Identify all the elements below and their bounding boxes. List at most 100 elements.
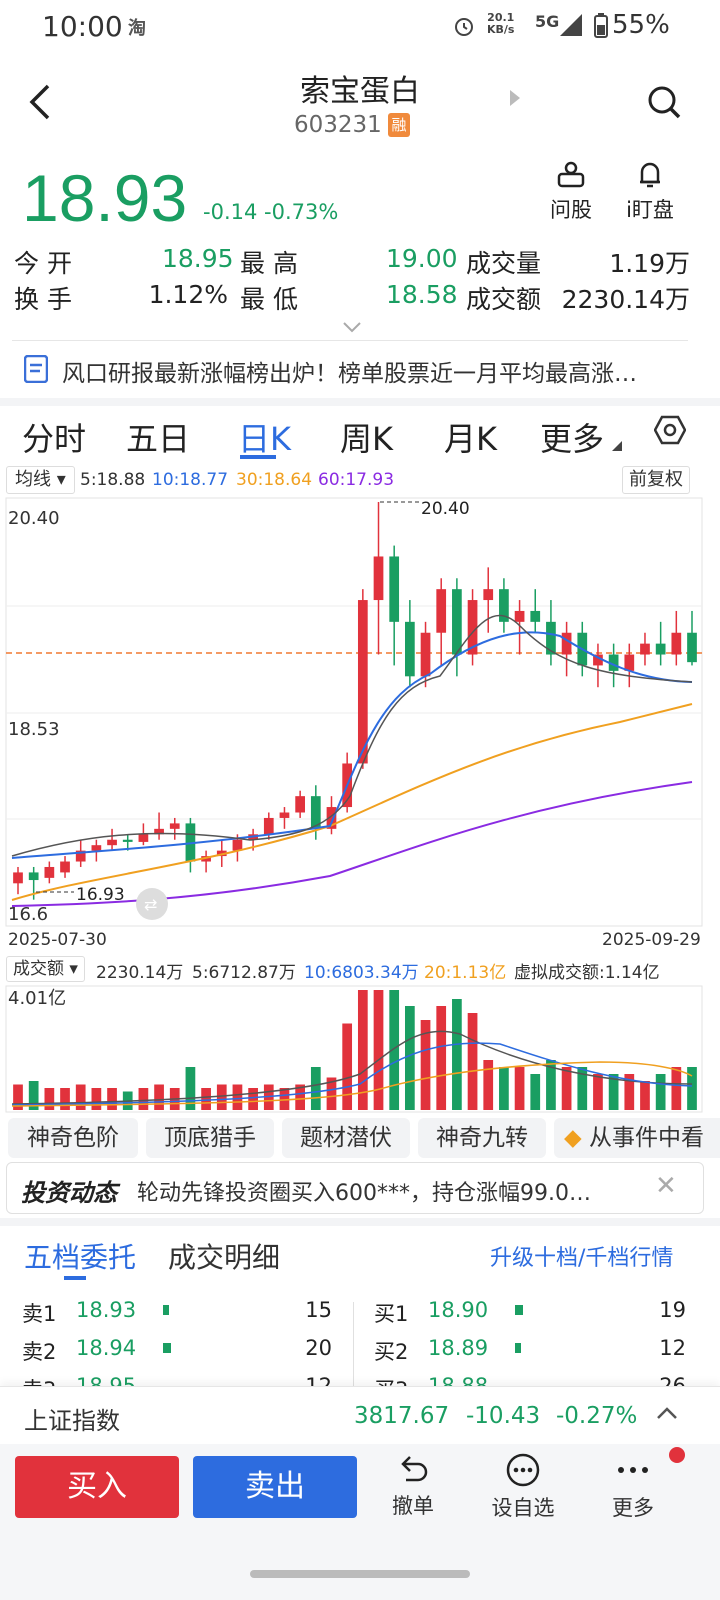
- axis-mid-label: 18.53: [8, 719, 60, 740]
- buy2-price: 18.89: [428, 1336, 489, 1360]
- candle-body: [310, 796, 321, 829]
- stock-name: 索宝蛋白: [300, 74, 420, 109]
- volume-bar: [13, 1084, 23, 1110]
- sell-button[interactable]: 卖出: [193, 1456, 357, 1518]
- volume-bars: [13, 990, 697, 1110]
- expand-chevron-icon[interactable]: [342, 318, 362, 337]
- next-stock-icon[interactable]: [510, 90, 520, 110]
- price-change: -0.14 -0.73%: [203, 200, 338, 224]
- orderbook-divider: [353, 1302, 354, 1386]
- candle-body: [373, 556, 384, 601]
- buy2-label: 买2: [374, 1340, 409, 1364]
- adjust-selector[interactable]: 前复权: [622, 466, 690, 494]
- volume-value: 1.19万: [609, 249, 690, 278]
- divider: [12, 340, 688, 341]
- tab-monthly[interactable]: 月K: [444, 420, 497, 458]
- volume-selector[interactable]: 成交额 ▾: [6, 956, 85, 982]
- volume-frame: [5, 985, 703, 1113]
- candle-body: [405, 621, 415, 677]
- volume-virtual: 虚拟成交额:1.14亿: [514, 963, 660, 983]
- volume-bar: [216, 1084, 227, 1110]
- ask-stock-button[interactable]: 问股: [548, 160, 594, 224]
- turnover-label: 换 手: [14, 285, 72, 314]
- buy1-price: 18.90: [428, 1298, 489, 1322]
- candle-body: [499, 589, 509, 622]
- volume-chart[interactable]: 4.01亿: [0, 984, 720, 1114]
- close-icon[interactable]: ✕: [655, 1171, 677, 1201]
- upgrade-link[interactable]: 升级十档/千档行情: [490, 1246, 674, 1271]
- candle-body: [216, 850, 227, 857]
- tab-trade-detail[interactable]: 成交明细: [168, 1241, 281, 1274]
- more-button[interactable]: 更多: [608, 1452, 658, 1522]
- watch-button[interactable]: i盯盘: [622, 160, 678, 224]
- candle-body: [13, 872, 23, 884]
- tool-color-scale[interactable]: 神奇色阶: [8, 1118, 138, 1158]
- search-icon[interactable]: [646, 84, 682, 124]
- tab-weekly[interactable]: 周K: [340, 420, 393, 458]
- buy-button[interactable]: 买入: [15, 1456, 179, 1518]
- volume-bar: [138, 1088, 149, 1110]
- sell1-label: 卖1: [22, 1302, 57, 1326]
- stock-code: 603231: [294, 112, 382, 138]
- volume-bar: [530, 1074, 541, 1110]
- candle-body: [420, 632, 431, 677]
- price-change-pct: -0.73%: [264, 200, 339, 224]
- cancel-order-button[interactable]: 撤单: [388, 1452, 438, 1520]
- candle-body: [483, 589, 494, 601]
- news-doc-icon: [23, 354, 49, 387]
- high-label: 最 高: [240, 249, 298, 278]
- buy1-volume: 19: [659, 1298, 686, 1322]
- tool-top-bottom[interactable]: 顶底猎手: [146, 1118, 274, 1158]
- section-gap: [0, 1218, 720, 1226]
- invest-banner[interactable]: 投资动态 轮动先锋投资圈买入600***，持仓涨幅99.0… ✕: [6, 1162, 704, 1214]
- kline-chart[interactable]: 20.40 16.93 20.40 18.53 16.6 ⇄: [0, 496, 720, 956]
- add-favorite-label: 设自选: [491, 1496, 555, 1520]
- candle-body: [452, 589, 462, 655]
- more-dots-icon: [618, 1467, 648, 1473]
- volume-bar: [608, 1074, 619, 1110]
- tool-event-label: 从事件中看: [589, 1125, 705, 1151]
- ma-selector[interactable]: 均线 ▾: [6, 466, 75, 494]
- tab-daily[interactable]: 日K: [238, 420, 291, 458]
- volume-bar: [373, 990, 384, 1110]
- sell1-price: 18.93: [76, 1298, 137, 1322]
- index-bar[interactable]: 上证指数 3817.67 -10.43 -0.27%: [0, 1386, 720, 1445]
- cancel-order-label: 撤单: [392, 1494, 434, 1518]
- volume-ma5-line: [11, 1030, 693, 1105]
- buy2-volume: 12: [659, 1336, 686, 1360]
- candle-body: [687, 632, 697, 663]
- tab-order-book[interactable]: 五档委托: [24, 1241, 137, 1274]
- amount-label: 成交额: [466, 285, 542, 314]
- drag-handle-icon[interactable]: [136, 888, 168, 920]
- back-icon[interactable]: [28, 84, 56, 124]
- candle-body: [530, 610, 541, 622]
- volume-bar: [342, 1023, 353, 1110]
- add-favorite-button[interactable]: 设自选: [490, 1452, 556, 1522]
- volume-bar: [655, 1074, 666, 1110]
- home-indicator[interactable]: [250, 1570, 470, 1578]
- candle-body: [561, 632, 572, 655]
- candle-body: [655, 643, 666, 655]
- volume-bar: [357, 990, 368, 1110]
- news-banner[interactable]: 风口研报最新涨幅榜出炉！榜单股票近一月平均最高涨…: [62, 361, 637, 387]
- candle-body: [138, 834, 149, 842]
- tab-intraday[interactable]: 分时: [22, 420, 87, 458]
- low-label: 最 低: [240, 285, 298, 314]
- low-value: 18.58: [386, 280, 458, 309]
- volume-bar: [420, 1020, 431, 1110]
- tool-nine-turn[interactable]: 神奇九转: [418, 1118, 546, 1158]
- tool-theme-hidden[interactable]: 题材潜伏: [282, 1118, 410, 1158]
- buy2-bar: [515, 1343, 521, 1353]
- tool-event[interactable]: ◆ 从事件中看: [554, 1118, 720, 1158]
- tab-5day[interactable]: 五日: [126, 420, 191, 458]
- volume-bar: [452, 999, 462, 1110]
- ma60-line: [11, 781, 693, 907]
- candle-body: [436, 589, 447, 633]
- chart-settings-icon[interactable]: [653, 414, 687, 450]
- chevron-up-icon[interactable]: [656, 1405, 678, 1424]
- volume-label: 成交量: [466, 249, 542, 278]
- robot-icon: [557, 161, 585, 188]
- tab-more-caret-icon: [612, 436, 622, 455]
- tab-more[interactable]: 更多: [540, 420, 605, 458]
- candle-body: [514, 610, 525, 622]
